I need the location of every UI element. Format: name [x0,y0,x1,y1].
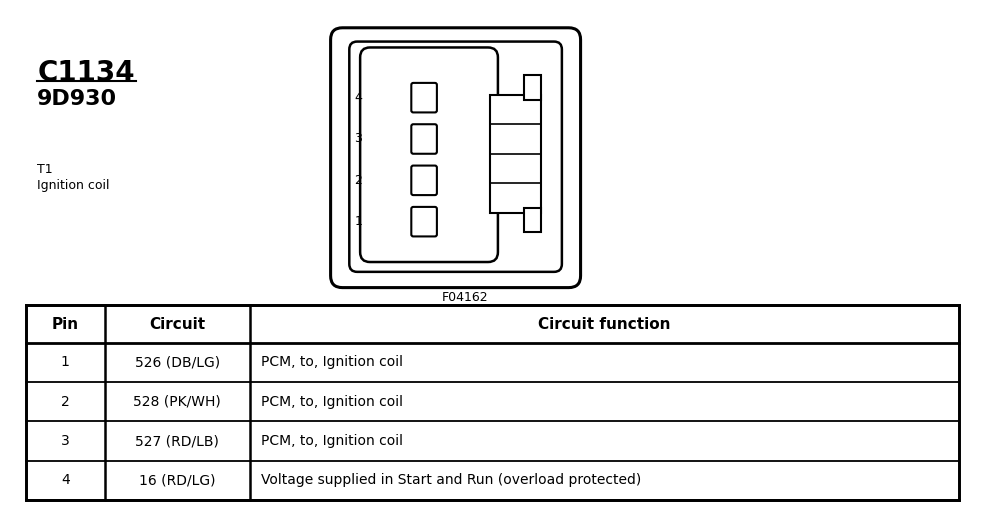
Text: F04162: F04162 [442,290,489,304]
Bar [523,75,541,99]
FancyBboxPatch shape [350,42,561,272]
Text: C1134: C1134 [37,59,135,87]
Text: Voltage supplied in Start and Run (overload protected): Voltage supplied in Start and Run (overl… [261,473,642,488]
Text: 4: 4 [355,91,362,104]
FancyBboxPatch shape [412,83,437,113]
Text: PCM, to, Ignition coil: PCM, to, Ignition coil [261,395,404,409]
Bar [491,95,541,213]
FancyBboxPatch shape [412,207,437,236]
Text: 2: 2 [61,395,70,409]
Text: Circuit function: Circuit function [539,317,671,331]
Text: 526 (DB/LG): 526 (DB/LG) [135,356,220,369]
FancyBboxPatch shape [331,28,580,288]
Text: 1: 1 [61,356,70,369]
Text: 2: 2 [355,174,362,187]
Bar [26,305,959,500]
Text: 1: 1 [355,215,362,228]
FancyBboxPatch shape [412,124,437,154]
Text: 4: 4 [61,473,70,488]
Bar [523,208,541,232]
Text: PCM, to, Ignition coil: PCM, to, Ignition coil [261,434,404,448]
Text: 527 (RD/LB): 527 (RD/LB) [135,434,220,448]
Text: 528 (PK/WH): 528 (PK/WH) [133,395,222,409]
Text: Ignition coil: Ignition coil [37,179,109,193]
Text: 3: 3 [355,133,362,146]
Text: 9D930: 9D930 [37,89,117,109]
FancyBboxPatch shape [361,47,497,262]
Text: Circuit: Circuit [149,317,205,331]
Text: 16 (RD/LG): 16 (RD/LG) [139,473,216,488]
Text: 3: 3 [61,434,70,448]
FancyBboxPatch shape [412,166,437,195]
Text: T1: T1 [37,163,53,176]
Text: Pin: Pin [51,317,79,331]
Text: PCM, to, Ignition coil: PCM, to, Ignition coil [261,356,404,369]
